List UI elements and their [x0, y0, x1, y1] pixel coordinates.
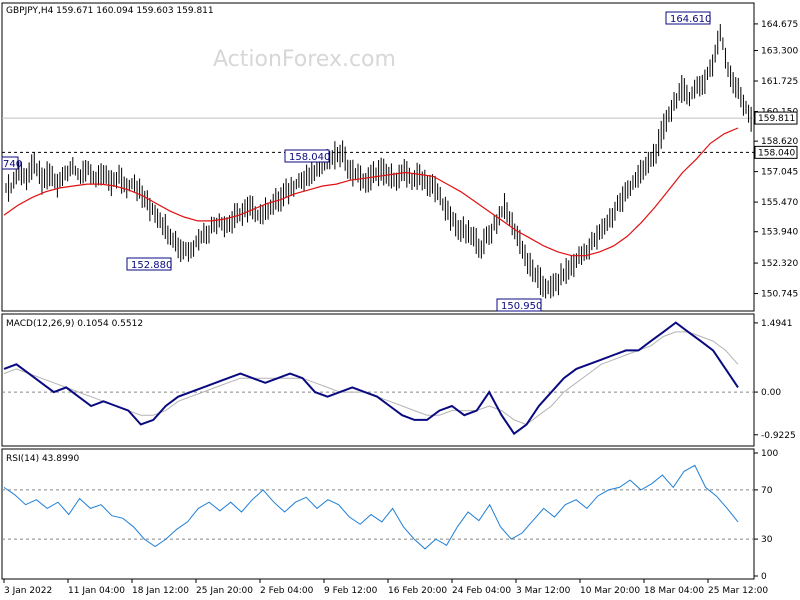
time-tick-label: 18 Jan 12:00 [132, 586, 189, 596]
price-annotation-box [665, 11, 711, 25]
level-label: 158.040 [758, 148, 795, 158]
moving-average-line [3, 127, 739, 257]
time-tick-label: 3 Mar 12:00 [516, 586, 571, 596]
price-annotation-label: 150.950 [501, 301, 542, 312]
left-cut-annotation-box [1, 156, 19, 170]
chart-header: GBPJPY,H4 159.671 160.094 159.603 159.81… [6, 6, 214, 16]
macd-plot [2, 321, 754, 436]
price-annotation-label: 164.610 [670, 14, 711, 25]
time-tick-label: 16 Feb 20:00 [388, 586, 447, 596]
price-tick-label: 152.320 [761, 259, 798, 269]
rsi-tick-label: 0 [761, 572, 767, 582]
price-annotations: 164.610 158.040 152.880 150.950 740 [1, 11, 711, 312]
price-tick-label: 163.300 [761, 47, 798, 57]
macd-header: MACD(12,26,9) 0.1054 0.5512 [6, 319, 143, 329]
price-annotation-box [496, 298, 542, 312]
time-tick-label: 18 Mar 04:00 [644, 586, 704, 596]
rsi-tick-label: 100 [761, 449, 778, 459]
time-tick-label: 11 Jan 04:00 [68, 586, 125, 596]
price-tick-label: 164.675 [761, 20, 798, 30]
time-tick-label: 24 Feb 04:00 [452, 586, 511, 596]
level-badge [754, 145, 798, 159]
macd-tick-label: -0.9225 [761, 431, 796, 441]
time-axis: 3 Jan 2022 11 Jan 04:00 18 Jan 12:00 25 Jan… [3, 579, 768, 596]
time-tick-label: 2 Feb 04:00 [260, 586, 314, 596]
rsi-tick-label: 70 [761, 486, 773, 496]
macd-main-line [3, 321, 739, 436]
price-tick-label: 155.470 [761, 198, 798, 208]
price-tick-label: 150.745 [761, 290, 798, 300]
time-tick-label: 10 Mar 20:00 [580, 586, 640, 596]
price-tick-label: 157.045 [761, 168, 798, 178]
macd-panel[interactable] [1, 313, 755, 447]
price-tick-label: 158.620 [761, 137, 798, 147]
rsi-line [3, 464, 739, 550]
price-tick-label: 153.940 [761, 228, 798, 238]
time-tick-label: 9 Feb 12:00 [324, 586, 378, 596]
current-price-label: 159.811 [758, 114, 795, 124]
time-tick-label: 25 Mar 12:00 [708, 586, 768, 596]
price-tick-label: 161.725 [761, 77, 798, 87]
rsi-tick-label: 30 [761, 535, 773, 545]
macd-tick-label: 0.00 [761, 388, 781, 398]
rsi-header: RSI(14) 43.8990 [6, 454, 79, 464]
rsi-panel[interactable] [1, 448, 755, 580]
price-axis: 164.675163.300161.725160.150158.620157.0… [754, 20, 798, 300]
price-annotation-box [126, 257, 172, 271]
current-price-badge [754, 111, 798, 125]
price-annotation-label: 152.880 [131, 260, 172, 271]
time-tick-label: 25 Jan 20:00 [196, 586, 253, 596]
rsi-plot [2, 464, 754, 550]
price-annotation-label: 158.040 [289, 152, 330, 163]
price-plot [2, 24, 754, 299]
watermark: ActionForex.com [213, 47, 396, 72]
rsi-axis: 100 70 30 0 [754, 449, 778, 582]
macd-axis: 1.4941 0.00 -0.9225 [754, 319, 796, 441]
left-cut-annotation-label: 740 [3, 159, 22, 170]
macd-tick-label: 1.4941 [761, 319, 793, 329]
time-tick-label: 3 Jan 2022 [4, 586, 52, 596]
price-annotation-box [284, 149, 330, 163]
